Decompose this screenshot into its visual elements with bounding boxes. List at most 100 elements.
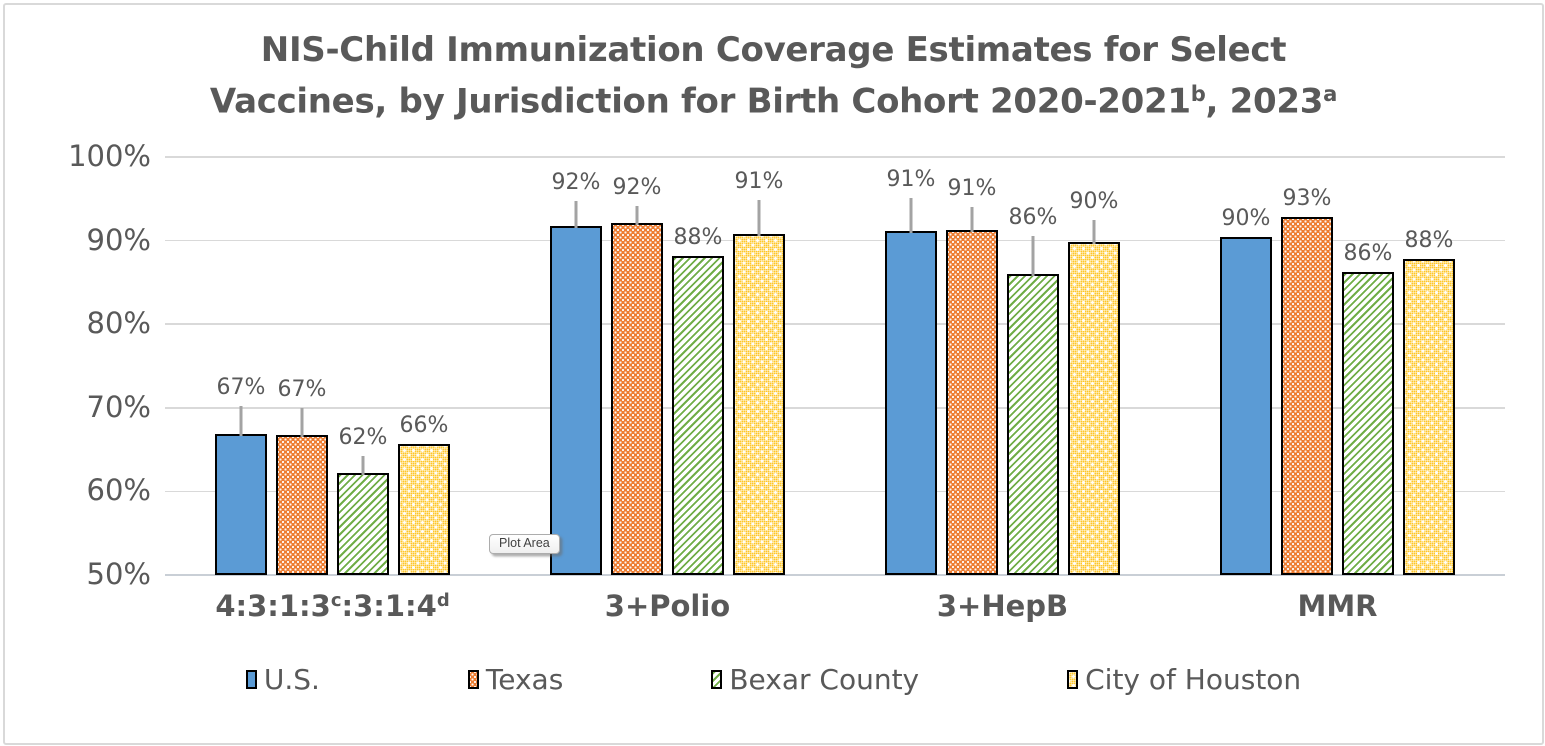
error-bar (1092, 219, 1096, 245)
gridline (165, 323, 1505, 325)
error-bar (361, 456, 365, 476)
data-label: 92% (551, 170, 601, 196)
bar-u-s-cat2[interactable] (550, 225, 602, 575)
bar-u-s-cat1[interactable] (215, 433, 267, 575)
error-bar (909, 197, 913, 234)
error-bar (1031, 235, 1035, 277)
legend-item-bexar-county[interactable]: Bexar County (711, 663, 919, 696)
data-label: 66% (399, 412, 449, 438)
legend-marker-icon (711, 670, 723, 689)
bar-groups: 67% 67% 62% 66% 92% 92% 88% 91% 91% 91% 86% 90% 90% 9… (165, 157, 1505, 575)
error-bar (757, 200, 761, 236)
legend: U.S. Texas Bexar County City of Houston (5, 663, 1542, 696)
text-part: MMR (1297, 589, 1378, 623)
bar-bexar-county-cat4[interactable] (1342, 272, 1394, 575)
bar-cell: 93% (1281, 157, 1333, 575)
superscript-text: d (436, 590, 450, 612)
gridline (165, 407, 1505, 409)
data-label: 90% (1069, 188, 1119, 214)
data-label: 90% (1221, 206, 1271, 232)
data-label: 62% (338, 425, 388, 451)
gridline (165, 490, 1505, 493)
gridline (165, 239, 1505, 242)
bar-cell: 88% (672, 157, 724, 575)
bar-cell: 66% (398, 157, 450, 575)
bar-cell: 90% (1220, 157, 1272, 575)
bar-cell: 86% (1342, 157, 1394, 575)
legend-marker-icon (245, 670, 257, 689)
bar-cell: 86% (1007, 157, 1059, 575)
category-label-2: 3+Polio (500, 589, 835, 623)
bar-cell: 91% (885, 157, 937, 575)
data-label: 92% (612, 175, 662, 201)
legend-item-city-of-houston[interactable]: City of Houston (1067, 663, 1301, 696)
data-label: 86% (1343, 241, 1393, 267)
bar-bexar-county-cat3[interactable] (1007, 274, 1059, 575)
x-axis-line (165, 574, 1505, 576)
legend-marker-icon (467, 670, 479, 689)
plot-area-tooltip: Plot Area (489, 534, 560, 554)
plot-area[interactable]: 67% 67% 62% 66% 92% 92% 88% 91% 91% 91% 86% 90% 90% 9… (165, 156, 1505, 576)
bar-texas-cat1[interactable] (276, 434, 328, 575)
bar-texas-cat4[interactable] (1281, 217, 1333, 575)
y-tick-label: 50% (86, 557, 151, 591)
error-bar (574, 201, 578, 228)
text-part: 3+HepB (936, 589, 1069, 623)
error-bar (970, 207, 974, 232)
data-label: 88% (1404, 228, 1454, 253)
chart-title-line-2: Vaccines, by Jurisdiction for Birth Coho… (5, 72, 1542, 124)
text-part: :3:1:4 (341, 589, 437, 623)
chart-title-line-1: NIS-Child Immunization Coverage Estimate… (5, 29, 1542, 72)
bar-bexar-county-cat2[interactable] (672, 255, 724, 575)
x-axis-category-labels: 4:3:1:3c:3:1:4d 3+Polio 3+HepB MMR (165, 589, 1505, 623)
bar-cell: 92% (611, 157, 663, 575)
data-label: 93% (1282, 186, 1332, 212)
legend-marker-icon (1067, 670, 1079, 689)
y-tick-label: 80% (86, 306, 151, 341)
y-tick-label: 100% (68, 139, 151, 173)
error-bar (239, 406, 243, 436)
chart-title[interactable]: NIS-Child Immunization Coverage Estimate… (5, 29, 1542, 124)
bar-cell: 91% (946, 157, 998, 575)
legend-label: U.S. (263, 663, 320, 696)
data-label: 67% (277, 376, 327, 402)
error-bar (300, 407, 304, 437)
legend-label: Texas (485, 663, 564, 696)
bar-texas-cat3[interactable] (946, 229, 998, 575)
bar-cell: 90% (1068, 157, 1120, 575)
bar-city-of-houston-cat3[interactable] (1068, 242, 1120, 575)
legend-item-texas[interactable]: Texas (467, 663, 564, 696)
bar-group-4: 90% 93% 86% 88% (1170, 157, 1505, 575)
superscript-text: c (330, 590, 342, 612)
error-bar (635, 206, 639, 226)
text-part: , 2023 (1205, 81, 1324, 122)
y-tick-label: 60% (86, 473, 151, 508)
data-label: 88% (673, 224, 723, 250)
y-tick-label: 70% (86, 389, 151, 424)
category-label-1: 4:3:1:3c:3:1:4d (165, 589, 500, 623)
bar-cell: 67% (276, 157, 328, 575)
chart-canvas: NIS-Child Immunization Coverage Estimate… (3, 3, 1544, 745)
data-label: 91% (947, 176, 997, 202)
bar-group-3: 91% 91% 86% 90% (835, 157, 1170, 575)
bar-city-of-houston-cat4[interactable] (1403, 259, 1455, 575)
category-label-3: 3+HepB (835, 589, 1170, 623)
text-part: 3+Polio (604, 589, 731, 623)
bar-bexar-county-cat1[interactable] (337, 473, 389, 575)
bar-u-s-cat3[interactable] (885, 231, 937, 575)
legend-item-u-s[interactable]: U.S. (245, 663, 320, 696)
bar-cell: 91% (733, 157, 785, 575)
bar-group-1: 67% 67% 62% 66% (165, 157, 500, 575)
bar-texas-cat2[interactable] (611, 223, 663, 575)
bar-city-of-houston-cat1[interactable] (398, 443, 450, 575)
text-part: NIS-Child Immunization Coverage Estimate… (260, 30, 1287, 70)
bar-cell: 62% (337, 157, 389, 575)
legend-label: City of Houston (1085, 663, 1302, 696)
bar-u-s-cat4[interactable] (1220, 237, 1272, 575)
bar-cell: 67% (215, 157, 267, 575)
bar-city-of-houston-cat2[interactable] (733, 233, 785, 575)
bar-group-2: 92% 92% 88% 91% (500, 157, 835, 575)
text-part: Vaccines, by Jurisdiction for Birth Coho… (209, 81, 1191, 122)
legend-label: Bexar County (729, 663, 920, 696)
text-part: 4:3:1:3 (215, 589, 331, 623)
